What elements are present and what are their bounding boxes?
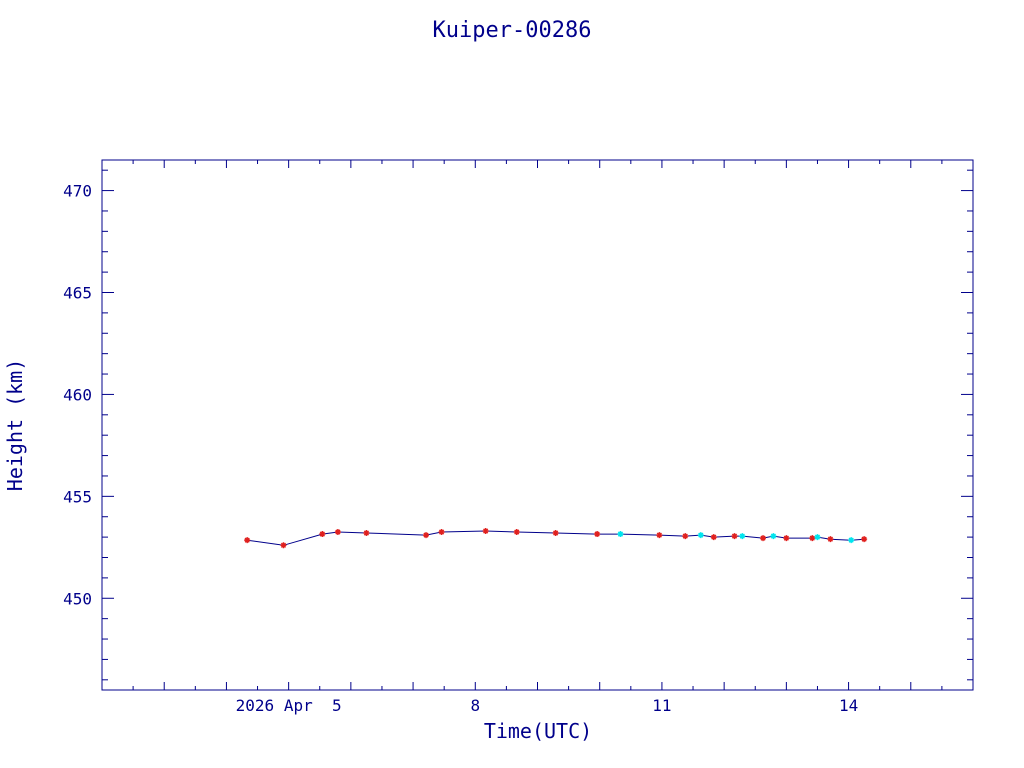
red-data-point [710,534,717,541]
red-data-point [760,535,767,542]
y-tick-labels: 450 455 460 465 470 [63,182,92,609]
red-data-point [552,530,559,537]
cyan-data-point [617,531,624,538]
red-data-point [731,533,738,540]
axis-ticks [101,160,974,690]
x-tick-label: 8 [470,696,480,715]
cyan-data-point [848,537,855,544]
red-data-point [827,536,834,543]
red-data-point [513,529,520,536]
plot-area: 2026 Apr 5 8 11 14 450 455 460 465 470 [63,159,974,715]
x-tick-label: 11 [652,696,671,715]
red-data-point [682,533,689,540]
y-tick-label: 470 [63,182,92,201]
red-data-point [280,542,287,549]
x-tick-labels: 2026 Apr 5 8 11 14 [236,696,859,715]
red-data-point [861,536,868,543]
chart-title: Kuiper-00286 [433,18,592,43]
y-tick-label: 455 [63,487,92,506]
data-points [244,528,868,549]
red-data-point [783,535,790,542]
red-data-point [334,529,341,536]
cyan-data-point [770,533,777,540]
series-lines [247,530,865,546]
y-tick-label: 465 [63,284,92,303]
cyan-data-point [697,532,704,539]
red-data-point [809,535,816,542]
red-data-point [656,532,663,539]
plot-frame [101,159,974,691]
red-data-point [319,531,326,538]
red-data-point [482,528,489,534]
y-tick-label: 460 [63,385,92,404]
red-data-point [594,531,601,538]
y-tick-label: 450 [63,589,92,608]
red-data-point [438,529,445,536]
height-series-line [247,530,865,546]
x-tick-label: 14 [839,696,858,715]
red-data-point [423,532,430,539]
red-data-point [363,530,370,537]
x-axis-label: Time(UTC) [484,719,592,743]
cyan-data-point [814,534,821,541]
cyan-data-point [739,533,746,540]
y-axis-label: Height (km) [3,359,27,491]
red-data-point [244,537,251,544]
x-tick-label: 2026 Apr 5 [236,696,342,715]
